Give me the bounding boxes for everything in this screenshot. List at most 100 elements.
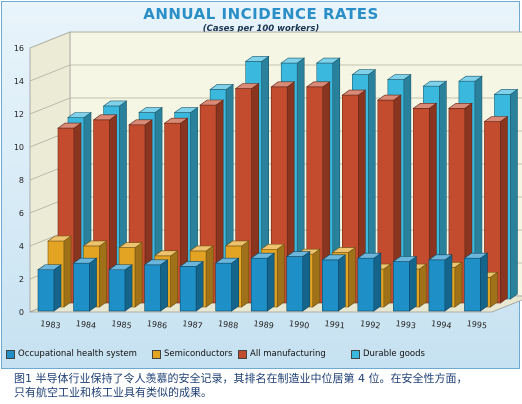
bar-top	[128, 119, 154, 126]
bar-top	[199, 99, 225, 106]
bar-side	[195, 260, 204, 312]
bar-top	[179, 261, 205, 267]
bar	[412, 102, 438, 304]
bar-top	[376, 94, 402, 101]
bar-side	[348, 246, 356, 308]
bar-top	[270, 81, 296, 88]
legend-swatch	[351, 349, 360, 359]
bar-front	[108, 269, 126, 312]
bar-front	[428, 259, 446, 312]
caption-line-2: 只有航空工业和核工业具有类似的成果。	[14, 386, 212, 399]
legend-swatch	[238, 349, 247, 359]
x-tick-label: 1991	[324, 319, 345, 330]
x-tick-label: 1989	[253, 319, 274, 330]
bar	[392, 255, 418, 312]
bar-top	[260, 243, 286, 250]
chart-subtitle: (Cases per 100 workers)	[202, 24, 320, 34]
x-tick-label: 1995	[466, 319, 487, 330]
gridline	[29, 97, 522, 115]
x-tick-label: 1983	[40, 319, 61, 330]
legend-swatch	[6, 349, 15, 359]
bar-side	[480, 252, 488, 312]
legend-item: Occupational health system	[6, 349, 137, 359]
y-tick-label: 16	[14, 44, 24, 53]
bar-side	[373, 252, 382, 312]
bar-top	[92, 114, 118, 121]
bar-side	[276, 243, 285, 308]
bar-front	[215, 262, 232, 312]
legend: Occupational health system Semiconductors…	[6, 348, 516, 362]
bar	[179, 260, 205, 312]
bar-top	[153, 250, 179, 257]
bar-side	[302, 250, 311, 312]
bar-front	[179, 266, 197, 312]
bar-side	[160, 259, 168, 312]
bar-side	[134, 242, 143, 308]
bar-side	[266, 252, 275, 312]
bar	[356, 252, 382, 312]
bar-top	[483, 116, 509, 122]
y-tick-label: 10	[14, 143, 24, 152]
bar	[72, 257, 98, 312]
bar-top	[67, 112, 92, 118]
bar-side	[63, 235, 72, 308]
x-tick-label: 1986	[146, 319, 167, 330]
y-tick-label: 14	[14, 77, 24, 86]
bar	[376, 94, 402, 304]
x-tick-label: 1984	[75, 319, 96, 330]
bar-top	[351, 69, 377, 75]
bar-top	[463, 252, 489, 259]
bar-side	[99, 240, 107, 308]
legend-item: Semiconductors	[152, 349, 232, 359]
bar-side	[124, 264, 133, 312]
bar-top	[72, 257, 98, 264]
legend-item: Durable goods	[351, 349, 425, 359]
y-tick-label: 12	[14, 110, 24, 119]
figure-caption: 图1 半导体行业保持了令人羡慕的安全记录，其排名在制造业中位居第 4 位。在安全…	[14, 372, 514, 400]
bar-top	[244, 56, 270, 62]
bar-front	[322, 259, 339, 312]
bar-top	[493, 89, 519, 95]
bar-top	[412, 103, 438, 109]
gridline	[29, 31, 522, 49]
legend-label: Occupational health system	[18, 349, 137, 359]
bar	[37, 264, 62, 312]
x-tick-label: 1990	[289, 319, 310, 330]
bar-top	[427, 254, 453, 261]
bar-side	[454, 261, 463, 308]
bar-top	[315, 57, 341, 64]
bar-top	[108, 264, 134, 271]
bar-side	[383, 263, 392, 308]
bar-side	[231, 257, 239, 312]
bar-top	[356, 252, 382, 259]
bar	[321, 254, 347, 312]
caption-line-1: 图1 半导体行业保持了令人羡慕的安全记录，其排名在制造业中位居第 4 位。在安全…	[14, 372, 468, 385]
bar-front	[286, 256, 304, 312]
bar	[427, 254, 453, 312]
y-tick-label: 8	[19, 176, 24, 185]
legend-label: All manufacturing	[250, 349, 326, 359]
bar-side	[444, 254, 453, 312]
bar	[214, 257, 240, 312]
bar-front	[37, 269, 55, 312]
bar-top	[143, 259, 169, 266]
bar-front	[393, 261, 410, 312]
y-tick-label: 4	[19, 242, 24, 251]
y-tick-label: 6	[19, 209, 24, 218]
bar-top	[163, 117, 189, 124]
x-tick-label: 1994	[431, 319, 452, 330]
bar-side	[53, 264, 62, 312]
bar-top	[341, 89, 367, 96]
bar-side	[89, 257, 97, 312]
bar-top	[102, 100, 128, 107]
legend-swatch	[152, 349, 161, 359]
bar-top	[224, 240, 250, 247]
bar-front	[250, 257, 268, 312]
bar-top	[209, 84, 235, 90]
bar	[250, 252, 276, 312]
bar	[483, 115, 509, 304]
x-tick-label: 1985	[111, 319, 132, 330]
bar-front	[144, 264, 161, 312]
legend-label: Durable goods	[363, 349, 425, 359]
